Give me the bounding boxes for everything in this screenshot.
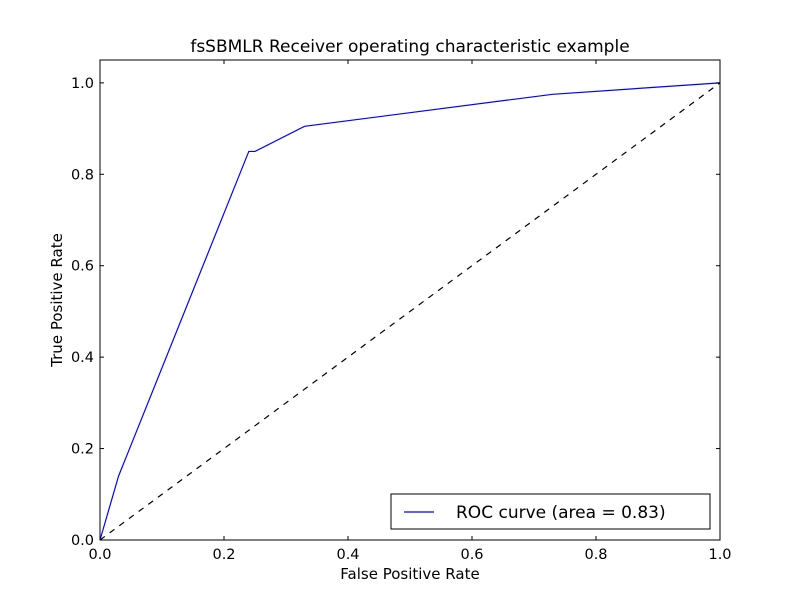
y-tick-label: 0.4 <box>71 350 94 366</box>
chart-title: fsSBMLR Receiver operating characteristi… <box>190 37 629 57</box>
x-axis-label: False Positive Rate <box>340 565 479 583</box>
chance-diagonal-line <box>99 82 721 541</box>
y-tick-label: 1.0 <box>71 76 94 92</box>
roc-curve-line <box>99 82 721 541</box>
legend-box <box>390 493 711 530</box>
ticks-layer: 0.0 0.2 0.4 0.6 0.8 1.0 0.0 0.2 0.4 0.6 0.8 1.0 <box>71 60 732 563</box>
y-axis-label: True Positive Rate <box>48 233 66 368</box>
legend: ROC curve (area = 0.83) <box>390 493 711 530</box>
y-tick-label: 0.8 <box>71 167 94 183</box>
x-tick-label: 0.0 <box>88 547 111 563</box>
x-tick-label: 1.0 <box>708 547 731 563</box>
x-tick-label: 0.4 <box>336 547 359 563</box>
series-layer <box>99 82 721 541</box>
y-tick-label: 0.6 <box>71 259 94 275</box>
y-tick-label: 0.2 <box>71 442 94 458</box>
plot-area <box>100 60 720 540</box>
y-tick-label: 0.0 <box>71 533 94 549</box>
x-tick-label: 0.6 <box>460 547 483 563</box>
legend-label-roc-curve: ROC curve (area = 0.83) <box>456 503 666 523</box>
plot-frame <box>99 59 721 541</box>
x-tick-label: 0.8 <box>584 547 607 563</box>
x-tick-label: 0.2 <box>212 547 235 563</box>
